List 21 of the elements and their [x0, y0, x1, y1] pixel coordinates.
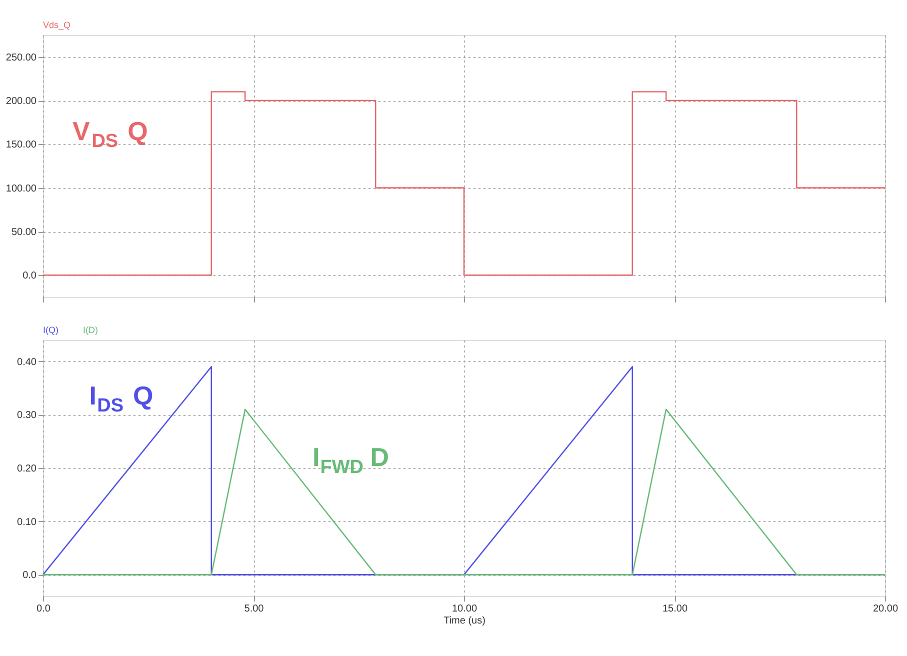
text: I(D) [83, 325, 98, 335]
x-axis-title: Time (us) [444, 616, 486, 626]
line-series [42, 91, 886, 276]
text: Vds_Q [43, 20, 71, 30]
y-tick-label: 0.10 [17, 516, 37, 528]
x-tick-label: 10.00 [452, 604, 478, 614]
x-tick-label: 0.0 [36, 604, 51, 614]
y-tick-label: 250.00 [6, 52, 37, 64]
x-tick-label: 15.00 [662, 604, 688, 614]
y-tick-label: 0.30 [17, 410, 37, 422]
y-tick-label: 100.00 [6, 183, 37, 194]
x-tick-label: 20.00 [872, 604, 898, 614]
y-tick-label: 0.20 [17, 464, 37, 474]
text: I(Q) [43, 325, 58, 335]
y-tick-label: 0.0 [22, 570, 37, 582]
y-tick-label: 50.00 [11, 227, 37, 238]
y-tick-label: 0.40 [17, 356, 37, 368]
y-tick-label: 0.0 [22, 270, 37, 282]
y-tick-label: 150.00 [6, 140, 37, 151]
y-tick-label: 200.00 [6, 96, 37, 107]
x-tick-label: 5.00 [244, 604, 264, 614]
